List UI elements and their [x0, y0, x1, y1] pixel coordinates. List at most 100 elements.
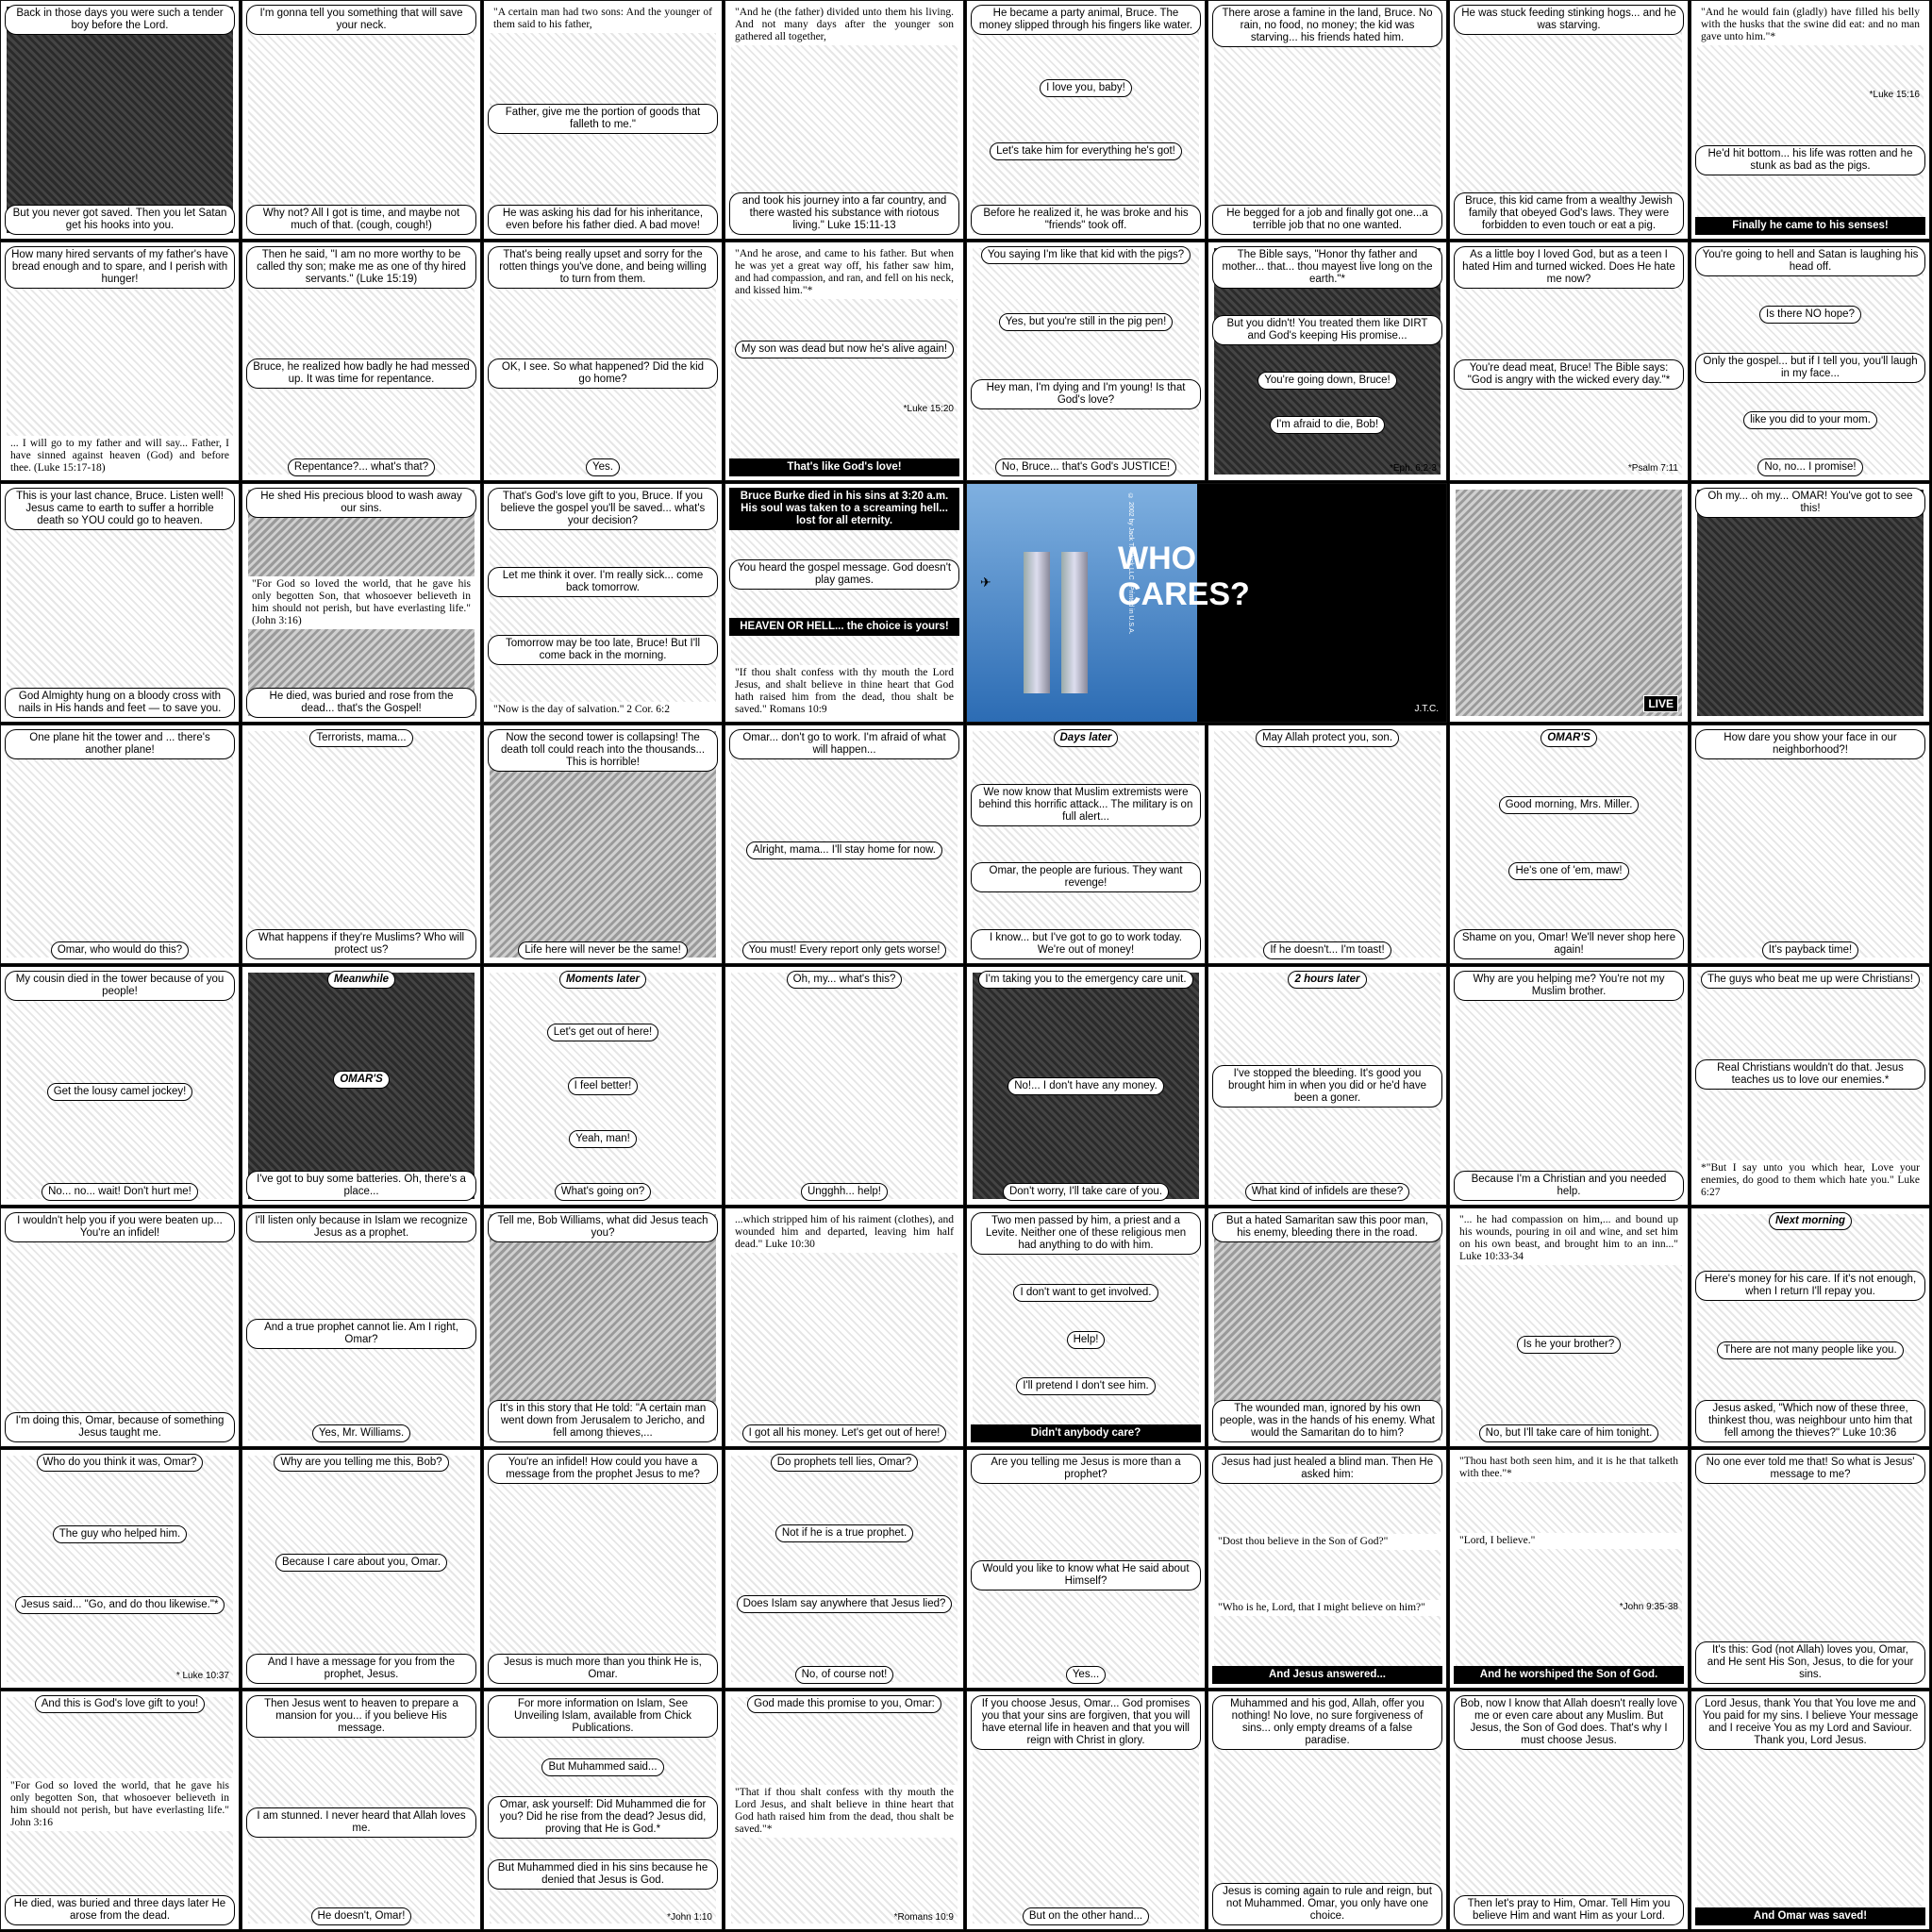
comic-panel: Back in those days you were such a tende… — [0, 0, 240, 240]
caption-text: "That if thou shalt confess with thy mou… — [729, 1785, 959, 1838]
speech-balloon: Would you like to know what He said abou… — [971, 1559, 1201, 1591]
panel-text-group: As a little boy I loved God, but as a te… — [1454, 246, 1684, 476]
footnote-text: *John 9:35-38 — [1619, 1602, 1678, 1613]
panel-text-group: "And he arose, and came to his father. B… — [729, 246, 959, 476]
cover-signature: J.T.C. — [1414, 704, 1439, 714]
speech-balloon: Life here will never be the same! — [518, 941, 688, 959]
speech-balloon: I'll listen only because in Islam we rec… — [246, 1212, 476, 1242]
panel-text-group: I'm taking you to the emergency care uni… — [971, 971, 1201, 1201]
panel-artwork — [1456, 731, 1682, 958]
speech-balloon: You're going down, Bruce! — [1257, 372, 1397, 390]
speech-balloon: There arose a famine in the land, Bruce.… — [1212, 5, 1442, 47]
comic-panel: "A certain man had two sons: And the you… — [483, 0, 723, 240]
speech-balloon: But a hated Samaritan saw this poor man,… — [1212, 1212, 1442, 1242]
panel-text-group: No one ever told me that! So what is Jes… — [1695, 1454, 1925, 1684]
panel-text-group: Now the second tower is collapsing! The … — [488, 729, 718, 959]
panel-text-group: Moments later Let's get out of here! I fee… — [488, 971, 718, 1201]
speech-balloon: He became a party animal, Bruce. The mon… — [971, 5, 1201, 35]
speech-balloon: Jesus is much more than you think He is,… — [488, 1654, 718, 1684]
cover-title: WHO CARES? — [1118, 541, 1250, 612]
comic-panel: The Bible says, "Honor thy father and mo… — [1208, 242, 1447, 481]
comic-panel: There arose a famine in the land, Bruce.… — [1208, 0, 1447, 240]
speech-balloon: Real Christians wouldn't do that. Jesus … — [1695, 1059, 1925, 1090]
speech-balloon: Why not? All I got is time, and maybe no… — [246, 205, 476, 235]
speech-balloon: Is he your brother? — [1516, 1336, 1622, 1354]
speech-balloon: Next morning — [1768, 1212, 1853, 1230]
comic-panel: Oh, my... what's this? Ungghh... help! — [724, 966, 964, 1206]
panel-text-group: May Allah protect you, son. If he doesn't… — [1212, 729, 1442, 959]
speech-balloon: and took his journey into a far country,… — [729, 192, 959, 235]
panel-text-group: But a hated Samaritan saw this poor man,… — [1212, 1212, 1442, 1442]
speech-balloon: You must! Every report only gets worse! — [741, 941, 947, 959]
panel-text-group: "And he (the father) divided unto them h… — [729, 5, 959, 235]
speech-balloon: Does Islam say anywhere that Jesus lied? — [736, 1595, 953, 1613]
caption-text: "Now is the day of salvation." 2 Cor. 6:… — [488, 701, 718, 718]
speech-balloon: He died, was buried and three days later… — [5, 1895, 235, 1925]
speech-balloon: Yes, but you're still in the pig pen! — [998, 312, 1174, 331]
comic-panel: Meanwhile OMAR'S I've got to buy some batt… — [242, 966, 481, 1206]
panel-text-group: That's being really upset and sorry for … — [488, 246, 718, 476]
speech-balloon: Let's take him for everything he's got! — [990, 142, 1182, 160]
speech-balloon: Alright, mama... I'll stay home for now. — [746, 841, 942, 859]
speech-balloon: Omar, who would do this? — [50, 941, 190, 959]
comic-panel: God made this promise to you, Omar: "That… — [724, 1690, 964, 1930]
comic-panel: How dare you show your face in our neigh… — [1690, 724, 1930, 964]
speech-balloon: No!... I don't have any money. — [1008, 1076, 1164, 1095]
speech-balloon: Terrorists, mama... — [309, 729, 413, 747]
speech-balloon: No, Bruce... that's God's JUSTICE! — [994, 458, 1177, 476]
panel-text-group: Bob, now I know that Allah doesn't reall… — [1454, 1695, 1684, 1925]
speech-balloon: He was asking his dad for his inheritanc… — [488, 205, 718, 235]
caption-text: "And he would fain (gladly) have filled … — [1695, 5, 1925, 45]
speech-balloon: Yes, Mr. Williams. — [311, 1424, 411, 1442]
speech-balloon: I'll pretend I don't see him. — [1016, 1377, 1156, 1396]
speech-balloon: And this is God's love gift to you! — [34, 1695, 206, 1713]
speech-balloon: Don't worry, I'll take care of you. — [1002, 1183, 1170, 1201]
panel-text-group: My cousin died in the tower because of y… — [5, 971, 235, 1201]
speech-balloon: 2 hours later — [1288, 971, 1367, 989]
cover-black-area — [1196, 484, 1446, 722]
caption-text: "Who is he, Lord, that I might believe o… — [1212, 1600, 1442, 1616]
panel-text-group: The guys who beat me up were Christians!… — [1695, 971, 1925, 1201]
speech-balloon: I'm afraid to die, Bob! — [1269, 416, 1386, 434]
speech-balloon: Tell me, Bob Williams, what did Jesus te… — [488, 1212, 718, 1242]
panel-text-group: There arose a famine in the land, Bruce.… — [1212, 5, 1442, 235]
panel-text-group: Are you telling me Jesus is more than a … — [971, 1454, 1201, 1684]
speech-balloon: Shame on you, Omar! We'll never shop her… — [1454, 928, 1684, 959]
speech-balloon: And Omar was saved! — [1695, 1907, 1925, 1925]
speech-balloon: How many hired servants of my father's h… — [5, 246, 235, 289]
caption-text: "Thou hast both seen him, and it is he t… — [1454, 1454, 1684, 1482]
panel-text-group: Back in those days you were such a tende… — [5, 5, 235, 235]
panel-artwork — [248, 731, 475, 958]
comic-panel: I wouldn't help you if you were beaten u… — [0, 1208, 240, 1447]
panel-text-group: Omar... don't go to work. I'm afraid of … — [729, 729, 959, 959]
panel-text-group: Then Jesus went to heaven to prepare a m… — [246, 1695, 476, 1925]
comic-panel: One plane hit the tower and ... there's … — [0, 724, 240, 964]
panel-text-group: Why are you telling me this, Bob? Because… — [246, 1454, 476, 1684]
footnote-text: *Psalm 7:11 — [1627, 463, 1678, 474]
speech-balloon: I am stunned. I never heard that Allah l… — [246, 1807, 476, 1838]
panel-text-group: "Thou hast both seen him, and it is he t… — [1454, 1454, 1684, 1684]
speech-balloon: I'm gonna tell you something that will s… — [246, 5, 476, 35]
speech-balloon: Omar... don't go to work. I'm afraid of … — [729, 729, 959, 759]
comic-panel: He became a party animal, Bruce. The mon… — [966, 0, 1206, 240]
speech-balloon: Because I'm a Christian and you needed h… — [1454, 1171, 1684, 1201]
panel-artwork — [973, 731, 1199, 958]
speech-balloon: He's one of 'em, maw! — [1508, 862, 1629, 881]
panel-artwork — [973, 248, 1199, 475]
speech-balloon: Get the lousy camel jockey! — [46, 1083, 193, 1101]
speech-balloon: I don't want to get involved. — [1013, 1283, 1158, 1302]
comic-panel: Now the second tower is collapsing! The … — [483, 724, 723, 964]
speech-balloon: I love you, baby! — [1040, 79, 1132, 98]
speech-balloon: You're an infidel! How could you have a … — [488, 1454, 718, 1484]
comic-panel: Days later We now know that Muslim extrem… — [966, 724, 1206, 964]
speech-balloon: No, of course not! — [794, 1666, 894, 1684]
comic-panel: Moments later Let's get out of here! I fee… — [483, 966, 723, 1206]
speech-balloon: That's being really upset and sorry for … — [488, 246, 718, 289]
panel-text-group: If you choose Jesus, Omar... God promise… — [971, 1695, 1201, 1925]
speech-balloon: And a true prophet cannot lie. Am I righ… — [246, 1318, 476, 1349]
caption-text: "A certain man had two sons: And the you… — [488, 5, 718, 33]
panel-text-group: Lord Jesus, thank You that You love me a… — [1695, 1695, 1925, 1925]
comic-panel: You saying I'm like that kid with the pi… — [966, 242, 1206, 481]
comic-panel: Jesus had just healed a blind man. Then … — [1208, 1449, 1447, 1689]
caption-text: "... he had compassion on him,... and bo… — [1454, 1212, 1684, 1265]
